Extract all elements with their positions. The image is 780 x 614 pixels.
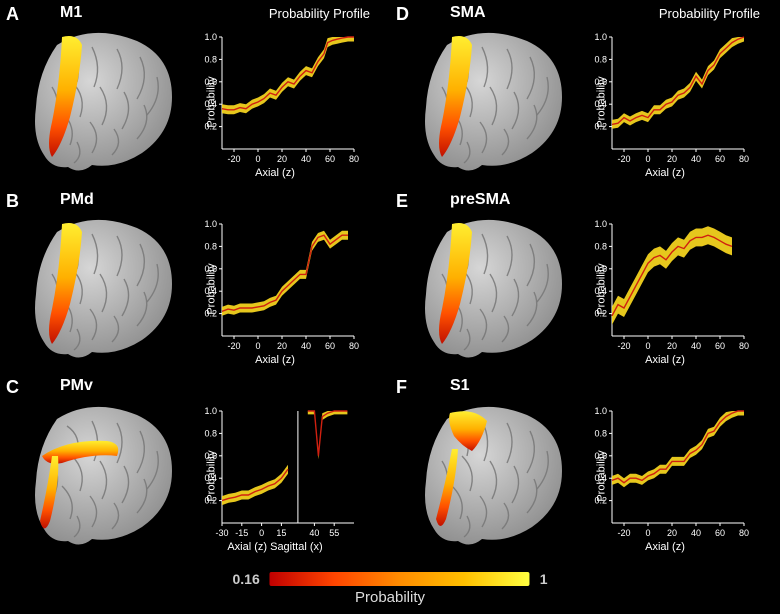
panel-letter: B	[6, 191, 19, 212]
svg-text:20: 20	[277, 154, 287, 164]
brain-render	[412, 27, 572, 177]
svg-text:60: 60	[325, 154, 335, 164]
colorbar-max: 1	[540, 571, 548, 587]
svg-text:-20: -20	[227, 154, 240, 164]
svg-text:60: 60	[715, 528, 725, 538]
brain-render	[22, 401, 182, 551]
panel-D: D SMA Probability Profile	[390, 0, 780, 187]
svg-text:1.0: 1.0	[204, 32, 217, 42]
panel-title: S1	[450, 377, 470, 395]
svg-text:-20: -20	[617, 154, 630, 164]
panel-title: PMv	[60, 377, 93, 395]
panel-A: A M1 Probability Profile	[0, 0, 390, 187]
panel-F: F S1	[390, 373, 780, 560]
svg-text:20: 20	[667, 154, 677, 164]
svg-text:0: 0	[259, 528, 264, 538]
panel-title: M1	[60, 4, 82, 22]
colorbar: 0.16 1 Probability	[232, 571, 547, 606]
x-axis-label: Axial (z)	[645, 541, 685, 553]
svg-text:-20: -20	[617, 528, 630, 538]
x-axis-label: Axial (z)	[255, 354, 295, 366]
panel-title: PMd	[60, 191, 94, 209]
probability-chart: 0.20.40.60.81.0-20020406080 Probability …	[580, 27, 750, 177]
panel-C: C PMv	[0, 373, 390, 560]
svg-text:80: 80	[739, 528, 749, 538]
svg-text:-15: -15	[235, 528, 248, 538]
svg-text:0.8: 0.8	[204, 241, 217, 251]
svg-text:80: 80	[739, 154, 749, 164]
svg-text:1.0: 1.0	[204, 406, 217, 416]
svg-text:0.8: 0.8	[594, 241, 607, 251]
panel-title: preSMA	[450, 191, 510, 209]
svg-text:0: 0	[255, 341, 260, 351]
svg-text:60: 60	[715, 341, 725, 351]
y-axis-label: Probability	[596, 450, 608, 501]
svg-text:60: 60	[325, 341, 335, 351]
panel-B: B PMd	[0, 187, 390, 374]
svg-text:1.0: 1.0	[204, 219, 217, 229]
y-axis-label: Probability	[206, 450, 218, 501]
svg-text:0.8: 0.8	[204, 55, 217, 65]
svg-text:0: 0	[255, 154, 260, 164]
svg-text:40: 40	[301, 341, 311, 351]
svg-text:1.0: 1.0	[594, 32, 607, 42]
x-axis-label: Axial (z)	[645, 354, 685, 366]
svg-text:40: 40	[691, 154, 701, 164]
svg-text:1.0: 1.0	[594, 406, 607, 416]
svg-text:55: 55	[329, 528, 339, 538]
svg-text:-20: -20	[227, 341, 240, 351]
brain-render	[412, 401, 572, 551]
svg-text:20: 20	[667, 341, 677, 351]
brain-render	[22, 214, 182, 364]
x-axis-label: Axial (z) Sagittal (x)	[227, 541, 322, 553]
brain-render	[22, 27, 182, 177]
y-axis-label: Probability	[596, 263, 608, 314]
svg-text:-30: -30	[215, 528, 228, 538]
svg-text:0: 0	[645, 154, 650, 164]
svg-text:20: 20	[667, 528, 677, 538]
colorbar-title: Probability	[232, 589, 547, 606]
svg-text:0.8: 0.8	[594, 55, 607, 65]
panel-title: SMA	[450, 4, 486, 22]
svg-text:80: 80	[349, 341, 359, 351]
panel-letter: E	[396, 191, 408, 212]
svg-text:-20: -20	[617, 341, 630, 351]
colorbar-gradient	[270, 572, 530, 586]
panel-letter: C	[6, 377, 19, 398]
probability-chart: 0.20.40.60.81.0-20020406080 Probability …	[190, 214, 360, 364]
svg-text:80: 80	[739, 341, 749, 351]
chart-title: Probability Profile	[659, 6, 760, 21]
panel-letter: F	[396, 377, 407, 398]
probability-chart: 0.20.40.60.81.0-20020406080 Probability …	[580, 401, 750, 551]
svg-text:40: 40	[301, 154, 311, 164]
svg-text:0.8: 0.8	[594, 428, 607, 438]
brain-render	[412, 214, 572, 364]
panel-letter: A	[6, 4, 19, 25]
svg-text:40: 40	[691, 528, 701, 538]
y-axis-label: Probability	[206, 77, 218, 128]
x-axis-label: Axial (z)	[255, 167, 295, 179]
svg-text:40: 40	[309, 528, 319, 538]
y-axis-label: Probability	[596, 77, 608, 128]
svg-text:0.8: 0.8	[204, 428, 217, 438]
x-axis-label: Axial (z)	[645, 167, 685, 179]
probability-chart: 0.20.40.60.81.0-20020406080 Probability …	[190, 27, 360, 177]
probability-chart: 0.20.40.60.81.0-30-150154055 Probability…	[190, 401, 360, 551]
svg-text:1.0: 1.0	[594, 219, 607, 229]
svg-text:0: 0	[645, 341, 650, 351]
colorbar-min: 0.16	[232, 571, 259, 587]
chart-title: Probability Profile	[269, 6, 370, 21]
svg-text:15: 15	[276, 528, 286, 538]
svg-text:40: 40	[691, 341, 701, 351]
svg-text:0: 0	[645, 528, 650, 538]
panel-E: E preSMA	[390, 187, 780, 374]
panel-letter: D	[396, 4, 409, 25]
probability-chart: 0.20.40.60.81.0-20020406080 Probability …	[580, 214, 750, 364]
svg-text:60: 60	[715, 154, 725, 164]
y-axis-label: Probability	[206, 263, 218, 314]
svg-text:80: 80	[349, 154, 359, 164]
svg-text:20: 20	[277, 341, 287, 351]
